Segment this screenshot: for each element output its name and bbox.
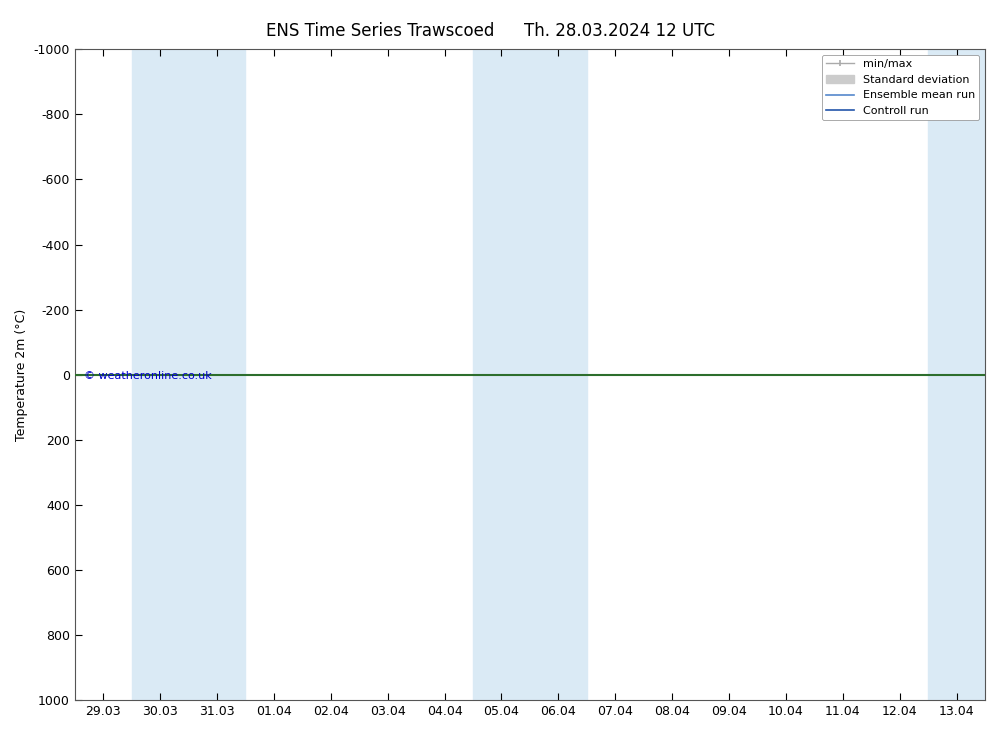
Bar — [928, 49, 985, 700]
Bar — [473, 49, 587, 700]
Text: Th. 28.03.2024 12 UTC: Th. 28.03.2024 12 UTC — [524, 22, 716, 40]
Text: © weatheronline.co.uk: © weatheronline.co.uk — [84, 372, 212, 381]
Y-axis label: Temperature 2m (°C): Temperature 2m (°C) — [15, 309, 28, 441]
Text: ENS Time Series Trawscoed: ENS Time Series Trawscoed — [266, 22, 494, 40]
Legend: min/max, Standard deviation, Ensemble mean run, Controll run: min/max, Standard deviation, Ensemble me… — [822, 55, 979, 120]
Bar — [132, 49, 245, 700]
